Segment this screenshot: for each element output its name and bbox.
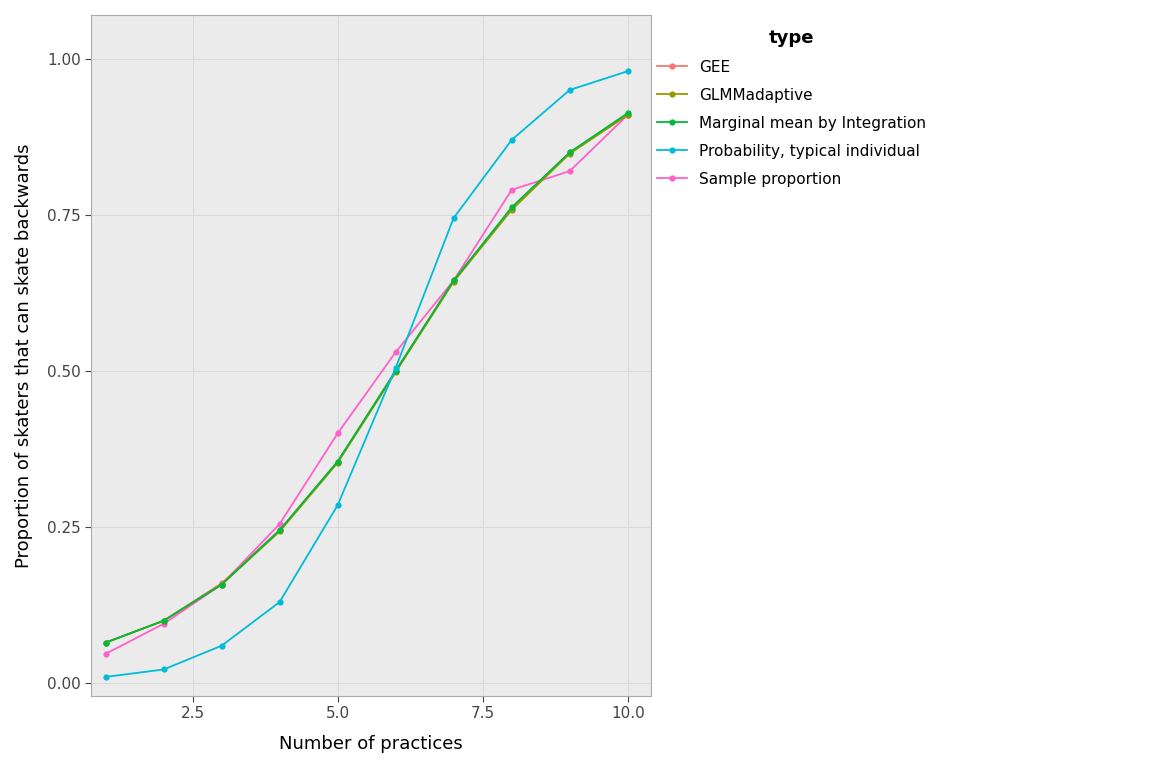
Probability, typical individual — [331, 501, 344, 510]
Marginal mean by Integration — [157, 616, 170, 625]
Probability, typical individual — [505, 135, 518, 144]
GLMMadaptive — [563, 149, 577, 158]
Probability, typical individual — [621, 67, 635, 76]
Marginal mean by Integration — [331, 457, 344, 466]
GLMMadaptive — [273, 527, 287, 536]
GLMMadaptive — [621, 111, 635, 120]
GEE — [99, 638, 113, 647]
GEE — [621, 111, 635, 120]
X-axis label: Number of practices: Number of practices — [279, 735, 463, 753]
Probability, typical individual — [447, 214, 461, 223]
Marginal mean by Integration — [273, 525, 287, 535]
Y-axis label: Proportion of skaters that can skate backwards: Proportion of skaters that can skate bac… — [15, 143, 33, 568]
Sample proportion — [273, 519, 287, 528]
GLMMadaptive — [99, 638, 113, 647]
Sample proportion — [388, 348, 402, 357]
Probability, typical individual — [214, 641, 228, 650]
Marginal mean by Integration — [214, 580, 228, 589]
Marginal mean by Integration — [563, 147, 577, 157]
GLMMadaptive — [331, 458, 344, 468]
GEE — [563, 147, 577, 157]
Sample proportion — [505, 185, 518, 194]
Sample proportion — [157, 619, 170, 628]
Marginal mean by Integration — [447, 276, 461, 285]
GEE — [388, 366, 402, 376]
Sample proportion — [331, 429, 344, 438]
Marginal mean by Integration — [505, 203, 518, 212]
Legend: GEE, GLMMadaptive, Marginal mean by Integration, Probability, typical individual: GEE, GLMMadaptive, Marginal mean by Inte… — [657, 28, 926, 187]
Line: Marginal mean by Integration: Marginal mean by Integration — [103, 110, 631, 646]
Sample proportion — [563, 167, 577, 176]
Line: Probability, typical individual: Probability, typical individual — [103, 68, 631, 680]
Line: GLMMadaptive: GLMMadaptive — [103, 112, 631, 646]
Sample proportion — [621, 111, 635, 120]
GLMMadaptive — [388, 368, 402, 377]
GEE — [505, 204, 518, 214]
GLMMadaptive — [505, 205, 518, 214]
Marginal mean by Integration — [99, 638, 113, 647]
Line: Sample proportion: Sample proportion — [103, 112, 631, 657]
Marginal mean by Integration — [621, 108, 635, 118]
GEE — [331, 457, 344, 466]
Sample proportion — [214, 580, 228, 589]
Probability, typical individual — [388, 363, 402, 372]
Probability, typical individual — [273, 598, 287, 607]
GLMMadaptive — [214, 580, 228, 589]
GEE — [157, 616, 170, 625]
Sample proportion — [99, 649, 113, 658]
GEE — [273, 525, 287, 535]
GLMMadaptive — [157, 616, 170, 625]
Probability, typical individual — [563, 85, 577, 94]
GEE — [214, 578, 228, 588]
GEE — [447, 276, 461, 285]
GLMMadaptive — [447, 277, 461, 286]
Probability, typical individual — [157, 665, 170, 674]
Sample proportion — [447, 276, 461, 285]
Probability, typical individual — [99, 672, 113, 681]
Line: GEE: GEE — [103, 112, 631, 646]
Marginal mean by Integration — [388, 366, 402, 376]
